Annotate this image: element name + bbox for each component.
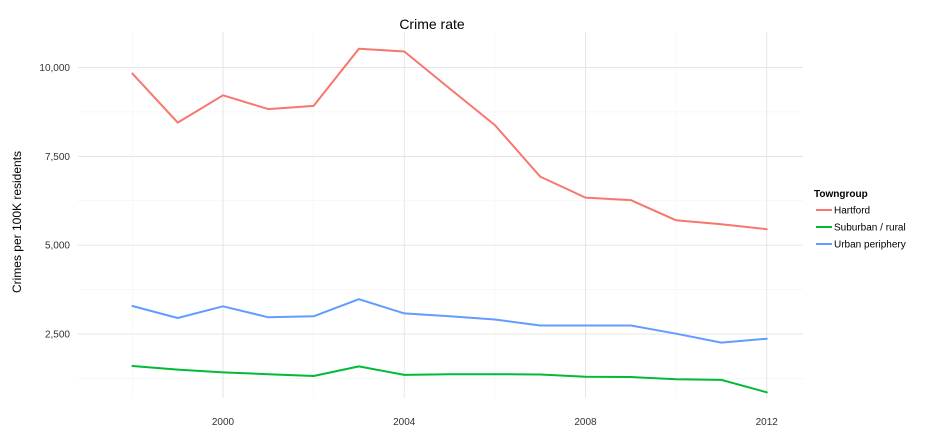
chart-title: Crime rate <box>399 16 465 32</box>
series-lines <box>131 47 768 394</box>
series-line-hartford <box>131 47 768 231</box>
x-tick-label: 2004 <box>393 417 416 428</box>
x-tick-label: 2000 <box>212 417 235 428</box>
y-tick-label: 7,500 <box>45 152 70 163</box>
legend-label-hartford: Hartford <box>834 206 870 217</box>
legend: Towngroup Hartford Suburban / rural Urban … <box>814 189 906 251</box>
x-tick-label: 2008 <box>574 417 597 428</box>
y-axis-title: Crimes per 100K residents <box>10 151 24 293</box>
legend-items: Hartford Suburban / rural Urban periphery <box>816 206 906 251</box>
legend-label-urban-periphery: Urban periphery <box>834 240 906 251</box>
y-tick-label: 5,000 <box>45 241 70 252</box>
x-axis-tick-labels: 2000 2004 2008 2012 <box>212 417 778 428</box>
y-tick-label: 2,500 <box>45 330 70 341</box>
series-line-urban-periphery <box>131 298 768 344</box>
grid <box>78 32 803 398</box>
y-tick-label: 10,000 <box>39 63 70 74</box>
x-tick-label: 2012 <box>756 417 779 428</box>
series-line-suburban-rural <box>131 365 768 394</box>
legend-label-suburban-rural: Suburban / rural <box>834 223 906 234</box>
legend-title: Towngroup <box>814 189 868 200</box>
y-axis-tick-labels: 2,500 5,000 7,500 10,000 <box>39 63 70 341</box>
